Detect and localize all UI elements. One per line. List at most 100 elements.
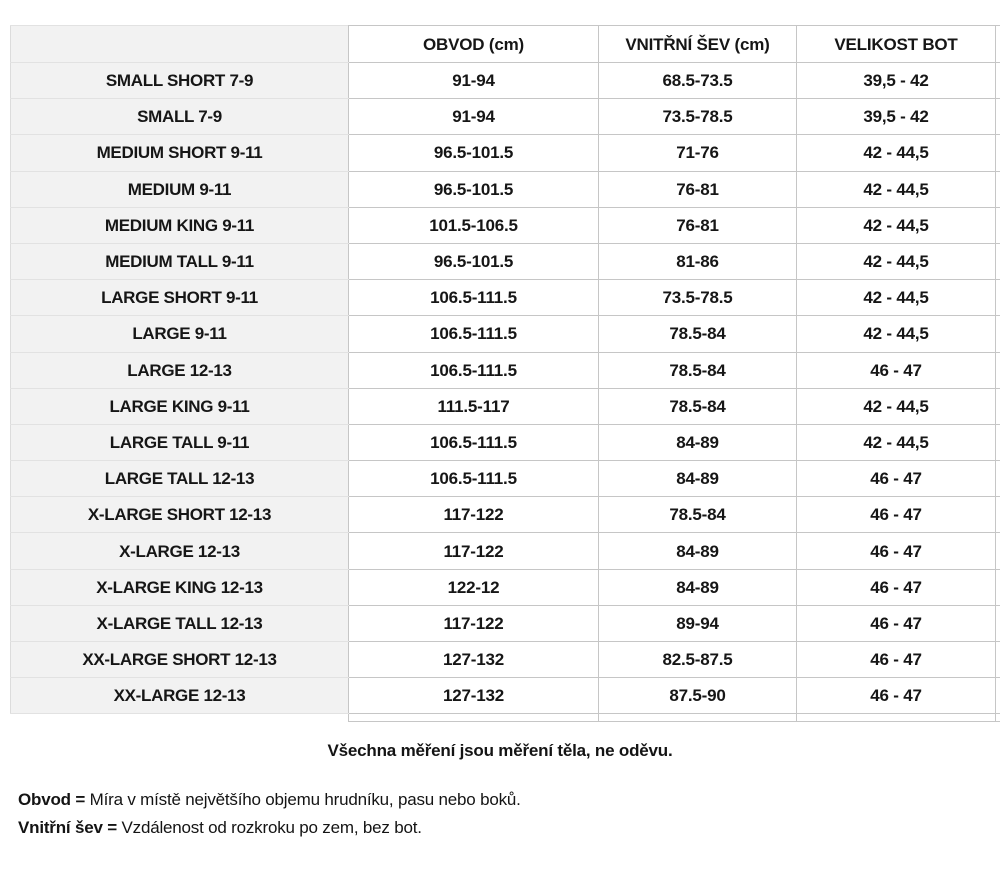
blank-cell (796, 713, 996, 723)
vnitrni-sev-cell: 78.5-84 (598, 351, 797, 389)
size-label-cell: LARGE SHORT 9-11 (10, 279, 349, 317)
table-row: SMALL SHORT 7-9 91-94 68.5-73.5 39,5 - 4… (10, 61, 1000, 100)
velikost-bot-cell: 46 - 47 (796, 640, 996, 679)
blank-cell (10, 713, 349, 722)
velikost-bot-cell: 42 - 44,5 (796, 206, 996, 244)
vnitrni-sev-cell: 81-86 (598, 242, 797, 281)
velikost-bot-cell: 46 - 47 (796, 604, 996, 643)
size-chart: OBVOD (cm) VNITŘNÍ ŠEV (cm) VELIKOST BOT… (10, 25, 1000, 723)
cropped-cell (995, 423, 1000, 462)
obvod-cell: 117-122 (348, 604, 599, 643)
size-label-cell: MEDIUM SHORT 9-11 (10, 134, 349, 172)
vnitrni-sev-term: Vnitřní šev = (18, 818, 117, 837)
cropped-cell (995, 206, 1000, 244)
velikost-bot-cell: 42 - 44,5 (796, 279, 996, 317)
blank-cell (598, 713, 797, 723)
vnitrni-sev-definition: Vnitřní šev = Vzdálenost od rozkroku po … (18, 814, 521, 842)
table-bottom-strip (10, 713, 1000, 723)
obvod-cell: 111.5-117 (348, 387, 599, 425)
vnitrni-sev-cell: 73.5-78.5 (598, 279, 797, 317)
velikost-bot-cell: 42 - 44,5 (796, 423, 996, 462)
size-label-cell: LARGE TALL 12-13 (10, 460, 349, 498)
vnitrni-sev-cell: 78.5-84 (598, 315, 797, 353)
obvod-cell: 101.5-106.5 (348, 206, 599, 244)
column-header-size (10, 25, 349, 63)
table-row: MEDIUM KING 9-11 101.5-106.5 76-81 42 - … (10, 206, 1000, 244)
vnitrni-sev-cell: 89-94 (598, 604, 797, 643)
velikost-bot-cell: 42 - 44,5 (796, 170, 996, 208)
obvod-cell: 106.5-111.5 (348, 423, 599, 462)
table-row: MEDIUM TALL 9-11 96.5-101.5 81-86 42 - 4… (10, 242, 1000, 281)
velikost-bot-cell: 39,5 - 42 (796, 98, 996, 136)
cropped-cell (995, 387, 1000, 425)
vnitrni-sev-cell: 84-89 (598, 460, 797, 498)
size-label-cell: LARGE KING 9-11 (10, 387, 349, 425)
table-row: X-LARGE TALL 12-13 117-122 89-94 46 - 47 (10, 604, 1000, 643)
vnitrni-sev-cell: 84-89 (598, 568, 797, 606)
size-chart-table: OBVOD (cm) VNITŘNÍ ŠEV (cm) VELIKOST BOT… (10, 25, 1000, 723)
obvod-cell: 96.5-101.5 (348, 170, 599, 208)
obvod-term: Obvod = (18, 790, 86, 809)
cropped-cell (995, 170, 1000, 208)
cropped-cell (995, 61, 1000, 100)
velikost-bot-cell: 39,5 - 42 (796, 61, 996, 100)
size-label-cell: XX-LARGE SHORT 12-13 (10, 640, 349, 679)
size-label-cell: X-LARGE TALL 12-13 (10, 604, 349, 643)
column-header-obvod: OBVOD (cm) (348, 25, 599, 63)
size-label-cell: MEDIUM 9-11 (10, 170, 349, 208)
vnitrni-sev-cell: 87.5-90 (598, 677, 797, 715)
vnitrni-sev-cell: 76-81 (598, 170, 797, 208)
blank-cell (348, 713, 599, 723)
cropped-cell (995, 496, 1000, 534)
cropped-cell (995, 315, 1000, 353)
velikost-bot-cell: 46 - 47 (796, 460, 996, 498)
cropped-cell (995, 640, 1000, 679)
vnitrni-sev-cell: 82.5-87.5 (598, 640, 797, 679)
column-header-vnitrni-sev: VNITŘNÍ ŠEV (cm) (598, 25, 797, 63)
vnitrni-sev-cell: 78.5-84 (598, 496, 797, 534)
table-row: LARGE TALL 12-13 106.5-111.5 84-89 46 - … (10, 460, 1000, 498)
size-label-cell: X-LARGE KING 12-13 (10, 568, 349, 606)
vnitrni-sev-cell: 76-81 (598, 206, 797, 244)
obvod-cell: 91-94 (348, 61, 599, 100)
obvod-cell: 91-94 (348, 98, 599, 136)
size-label-cell: MEDIUM KING 9-11 (10, 206, 349, 244)
vnitrni-sev-cell: 73.5-78.5 (598, 98, 797, 136)
cropped-cell (995, 604, 1000, 643)
table-row: LARGE 12-13 106.5-111.5 78.5-84 46 - 47 (10, 351, 1000, 389)
cropped-cell (995, 98, 1000, 136)
vnitrni-sev-cell: 84-89 (598, 423, 797, 462)
obvod-cell: 127-132 (348, 640, 599, 679)
obvod-cell: 117-122 (348, 532, 599, 570)
velikost-bot-cell: 46 - 47 (796, 677, 996, 715)
obvod-cell: 122-12 (348, 568, 599, 606)
size-label-cell: X-LARGE 12-13 (10, 532, 349, 570)
table-row: X-LARGE SHORT 12-13 117-122 78.5-84 46 -… (10, 496, 1000, 534)
measurement-note: Všechna měření jsou měření těla, ne oděv… (327, 741, 673, 760)
vnitrni-sev-cell: 78.5-84 (598, 387, 797, 425)
obvod-definition-text: Míra v místě největšího objemu hrudníku,… (89, 790, 521, 809)
table-row: XX-LARGE SHORT 12-13 127-132 82.5-87.5 4… (10, 640, 1000, 679)
velikost-bot-cell: 42 - 44,5 (796, 387, 996, 425)
cropped-cell (995, 460, 1000, 498)
table-row: MEDIUM SHORT 9-11 96.5-101.5 71-76 42 - … (10, 134, 1000, 172)
size-label-cell: X-LARGE SHORT 12-13 (10, 496, 349, 534)
vnitrni-sev-cell: 84-89 (598, 532, 797, 570)
obvod-cell: 106.5-111.5 (348, 315, 599, 353)
velikost-bot-cell: 46 - 47 (796, 568, 996, 606)
size-label-cell: SMALL 7-9 (10, 98, 349, 136)
table-row: MEDIUM 9-11 96.5-101.5 76-81 42 - 44,5 (10, 170, 1000, 208)
velikost-bot-cell: 42 - 44,5 (796, 134, 996, 172)
table-row: LARGE KING 9-11 111.5-117 78.5-84 42 - 4… (10, 387, 1000, 425)
table-row: LARGE 9-11 106.5-111.5 78.5-84 42 - 44,5 (10, 315, 1000, 353)
cropped-cell (995, 713, 1000, 723)
column-header-velikost-bot: VELIKOST BOT (796, 25, 996, 63)
obvod-cell: 117-122 (348, 496, 599, 534)
table-row: XX-LARGE 12-13 127-132 87.5-90 46 - 47 (10, 677, 1000, 715)
obvod-cell: 96.5-101.5 (348, 242, 599, 281)
definitions: Obvod = Míra v místě největšího objemu h… (18, 786, 521, 842)
vnitrni-sev-definition-text: Vzdálenost od rozkroku po zem, bez bot. (121, 818, 422, 837)
cropped-cell (995, 242, 1000, 281)
size-label-cell: LARGE TALL 9-11 (10, 423, 349, 462)
size-label-cell: XX-LARGE 12-13 (10, 677, 349, 715)
